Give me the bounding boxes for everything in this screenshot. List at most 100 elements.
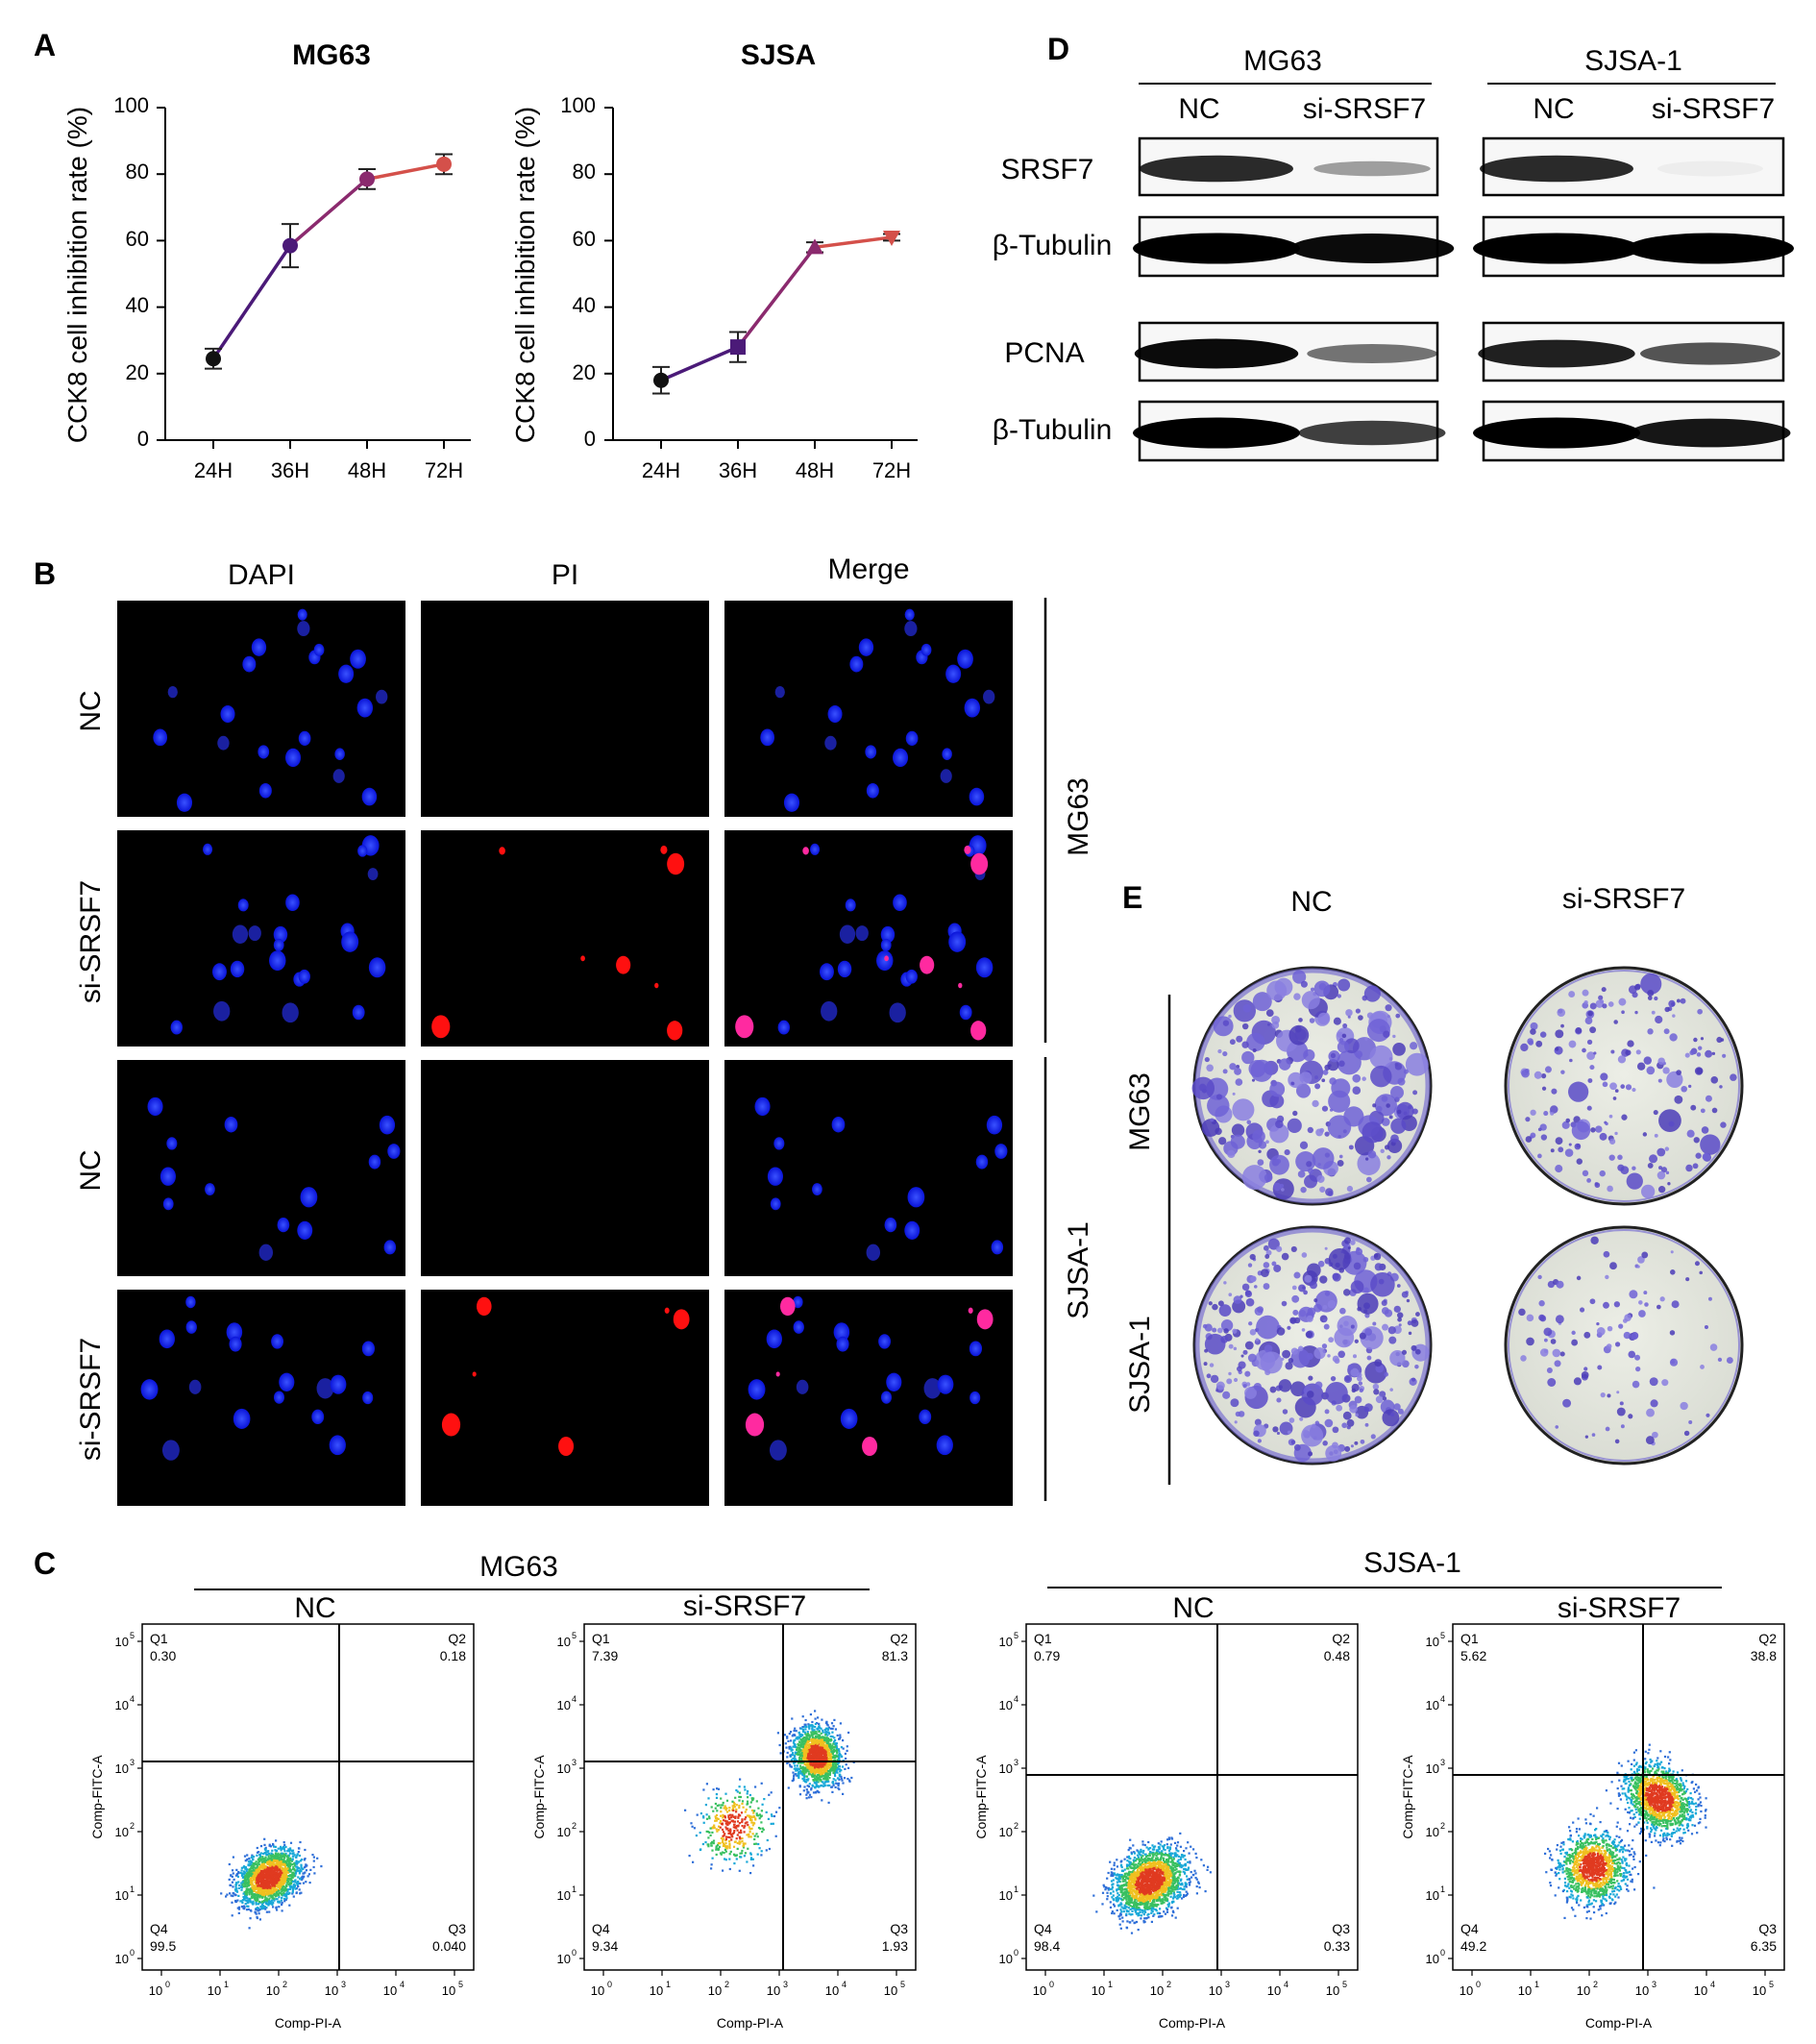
flow-event	[837, 1777, 840, 1780]
flow-event	[839, 1770, 842, 1773]
flow-event	[241, 1876, 244, 1879]
flow-event	[267, 1887, 271, 1890]
colony	[1228, 1343, 1234, 1349]
flow-event	[699, 1812, 702, 1815]
flow-event	[810, 1745, 813, 1748]
flow-event	[834, 1764, 837, 1767]
colony	[1381, 1096, 1388, 1102]
flow-event	[811, 1784, 814, 1786]
flow-event	[281, 1866, 283, 1869]
colony	[1222, 1391, 1231, 1399]
pi-nucleus	[780, 1296, 796, 1317]
colony	[1663, 1028, 1670, 1035]
flow-event	[799, 1758, 803, 1761]
blot-band	[1473, 417, 1640, 449]
flow-event	[278, 1887, 282, 1890]
colony	[1374, 1359, 1383, 1367]
flow-event	[746, 1803, 748, 1806]
colony	[1362, 1256, 1369, 1263]
flow-event	[278, 1859, 281, 1861]
colony	[1603, 1301, 1609, 1309]
flow-event	[748, 1833, 750, 1835]
data-point	[282, 237, 298, 254]
flow-event	[807, 1744, 810, 1747]
nucleus	[904, 621, 918, 637]
nucleus	[748, 1379, 766, 1400]
flow-event	[736, 1820, 740, 1823]
colony	[1696, 1052, 1702, 1057]
flow-event	[798, 1764, 802, 1767]
flow-event	[819, 1744, 822, 1747]
flow-event	[804, 1736, 807, 1739]
colony	[1704, 1325, 1708, 1330]
flow-event	[284, 1893, 287, 1896]
flow-event	[753, 1835, 756, 1837]
flow-event	[793, 1729, 796, 1732]
colony	[1303, 1429, 1309, 1435]
flow-event	[826, 1770, 830, 1773]
panel-a: A MG63 CCK8 cell inhibition rate (%) 100…	[34, 28, 918, 482]
flow-event	[728, 1858, 731, 1860]
flow-event	[285, 1864, 288, 1867]
flow-event	[724, 1809, 727, 1811]
colony	[1204, 1056, 1210, 1063]
flow-event	[829, 1749, 832, 1752]
flow-event	[728, 1844, 731, 1847]
flow-event	[732, 1833, 735, 1835]
flow-event	[806, 1737, 809, 1740]
colony	[1573, 1377, 1582, 1386]
flow-event	[808, 1793, 812, 1796]
colony	[1369, 1045, 1393, 1069]
flow-event	[823, 1768, 826, 1771]
flow-event	[827, 1773, 830, 1776]
colony	[1210, 1374, 1219, 1384]
flow-event	[284, 1872, 287, 1876]
flow-event	[812, 1791, 816, 1794]
flow-event	[830, 1785, 833, 1788]
flow-event	[276, 1898, 279, 1901]
flow-event	[282, 1841, 285, 1844]
flow-event	[833, 1765, 836, 1768]
flow-event	[241, 1886, 244, 1889]
flow-event	[249, 1863, 252, 1866]
flow-event	[792, 1771, 795, 1774]
colony	[1550, 1105, 1558, 1114]
y-tick-label: 80	[126, 160, 149, 184]
colony	[1694, 1261, 1700, 1267]
colony	[1355, 1413, 1359, 1417]
flow-event	[277, 1864, 280, 1867]
colony	[1234, 1067, 1242, 1075]
flow-event	[262, 1860, 265, 1863]
flow-event	[801, 1738, 804, 1741]
colony	[1304, 1274, 1313, 1283]
flow-event	[724, 1839, 727, 1842]
colony	[1623, 1331, 1632, 1340]
colony	[1583, 1367, 1588, 1371]
colony	[1287, 1118, 1302, 1133]
flow-event	[304, 1858, 307, 1860]
nucleus	[273, 1391, 285, 1404]
flow-event	[271, 1885, 274, 1888]
colony	[1614, 1089, 1619, 1093]
colony	[1252, 1047, 1257, 1053]
flow-event	[254, 1881, 258, 1884]
colony	[1282, 1409, 1288, 1415]
flow-event	[847, 1766, 850, 1769]
flow-event	[836, 1747, 839, 1750]
flow-event	[268, 1884, 271, 1886]
colony	[1550, 1111, 1555, 1116]
colony	[1629, 1290, 1638, 1299]
flow-event	[819, 1747, 822, 1750]
nucleus	[368, 957, 386, 978]
flow-event	[705, 1783, 708, 1785]
flow-event	[835, 1754, 838, 1757]
flow-event	[245, 1896, 248, 1899]
colony	[1599, 1170, 1606, 1177]
colony	[1234, 1420, 1238, 1424]
flow-event	[720, 1814, 723, 1817]
colony	[1346, 1425, 1351, 1430]
flow-event	[247, 1908, 250, 1910]
flow-event	[720, 1836, 723, 1840]
flow-event	[241, 1899, 244, 1902]
flow-event	[275, 1884, 278, 1887]
